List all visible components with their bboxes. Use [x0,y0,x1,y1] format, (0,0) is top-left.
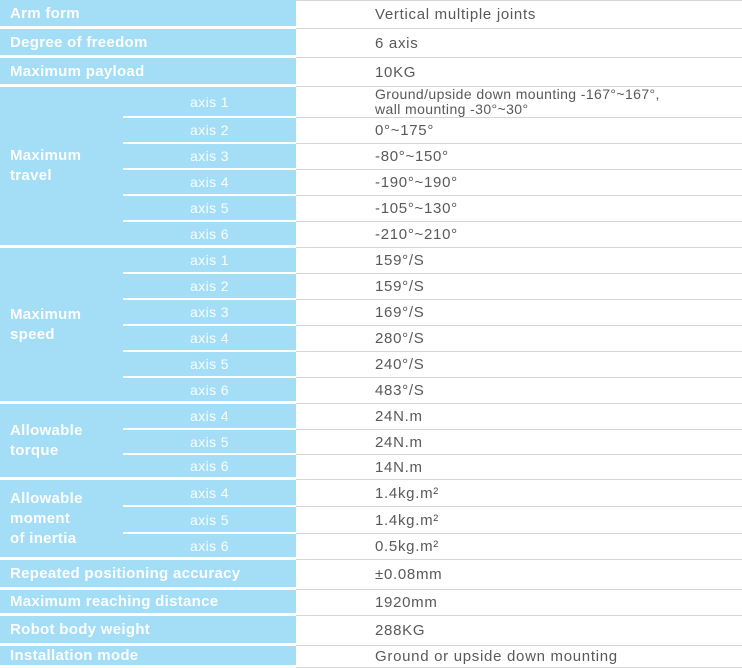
axis-label: axis 4 [123,480,297,507]
row-value: 1.4kg.m² [296,480,742,507]
spec-row-maximum-payload: Maximum payload 10KG [0,58,742,87]
spec-row-torque-axis6: axis 6 14N.m [0,455,742,480]
row-value: Ground or upside down mounting [296,646,742,668]
row-value: 159°/S [296,248,742,274]
row-value: 159°/S [296,274,742,300]
spec-row-inertia-axis4: Allowable moment of inertia axis 4 1.4kg… [0,480,742,560]
row-label: Installation mode [0,646,297,668]
row-value: -80°~150° [296,144,742,170]
row-label: Maximum payload [0,58,297,87]
row-value: 1.4kg.m² [296,507,742,534]
row-value: 240°/S [296,352,742,378]
group-label-allowable-moment-of-inertia: Allowable moment of inertia [0,480,123,560]
axis-label: axis 6 [123,455,297,480]
axis-label: axis 5 [123,352,297,378]
group-label-maximum-travel: Maximum travel [0,87,123,248]
axis-label: axis 6 [123,534,297,560]
spec-row-speed-axis6: axis 6 483°/S [0,378,742,404]
spec-row-torque-axis4: Allowable torque axis 4 24N.m [0,404,742,480]
row-value: 10KG [296,58,742,87]
spec-row-travel-axis5: axis 5 -105°~130° [0,196,742,222]
row-label: Robot body weight [0,616,297,646]
spec-row-inertia-axis5: axis 5 1.4kg.m² [0,507,742,534]
spec-row-torque-axis5: axis 5 24N.m [0,430,742,455]
spec-row-installation-mode: Installation mode Ground or upside down … [0,646,742,668]
row-label: Repeated positioning accuracy [0,560,297,590]
axis-label: axis 6 [123,378,297,404]
spec-row-travel-axis2: axis 2 0°~175° [0,118,742,144]
axis-label: axis 5 [123,196,297,222]
spec-row-travel-axis3: axis 3 -80°~150° [0,144,742,170]
row-value: ±0.08mm [296,560,742,590]
row-value: 288KG [296,616,742,646]
row-label: Arm form [0,0,297,29]
axis-label: axis 4 [123,404,297,430]
row-value: 0°~175° [296,118,742,144]
row-value: 24N.m [296,404,742,430]
group-label-allowable-torque: Allowable torque [0,404,123,480]
spec-row-travel-axis1: Maximum travel axis 1 Ground/upside down… [0,87,742,248]
row-value: 1920mm [296,590,742,616]
group-label-maximum-speed: Maximum speed [0,248,123,404]
axis-label: axis 4 [123,170,297,196]
row-value: 280°/S [296,326,742,352]
axis-label: axis 6 [123,222,297,248]
spec-row-repeated-positioning-accuracy: Repeated positioning accuracy ±0.08mm [0,560,742,590]
row-value: Vertical multiple joints [296,0,742,29]
axis-label: axis 5 [123,430,297,455]
row-value: 24N.m [296,430,742,455]
spec-row-speed-axis4: axis 4 280°/S [0,326,742,352]
spec-row-travel-axis6: axis 6 -210°~210° [0,222,742,248]
axis-label: axis 1 [123,87,297,118]
axis-label: axis 5 [123,507,297,534]
spec-row-speed-axis3: axis 3 169°/S [0,300,742,326]
spec-row-speed-axis5: axis 5 240°/S [0,352,742,378]
row-value: 483°/S [296,378,742,404]
spec-row-maximum-reaching-distance: Maximum reaching distance 1920mm [0,590,742,616]
row-value: 14N.m [296,455,742,480]
spec-row-speed-axis2: axis 2 159°/S [0,274,742,300]
row-value: -190°~190° [296,170,742,196]
row-label: Degree of freedom [0,29,297,58]
row-value: Ground/upside down mounting -167°~167°, … [296,87,742,118]
row-value: 0.5kg.m² [296,534,742,560]
row-value: -210°~210° [296,222,742,248]
spec-row-robot-body-weight: Robot body weight 288KG [0,616,742,646]
row-value: -105°~130° [296,196,742,222]
axis-label: axis 2 [123,274,297,300]
axis-label: axis 3 [123,144,297,170]
axis-label: axis 3 [123,300,297,326]
spec-row-arm-form: Arm form Vertical multiple joints [0,0,742,29]
row-value: 6 axis [296,29,742,58]
spec-row-speed-axis1: Maximum speed axis 1 159°/S [0,248,742,404]
spec-row-inertia-axis6: axis 6 0.5kg.m² [0,534,742,560]
spec-row-travel-axis4: axis 4 -190°~190° [0,170,742,196]
spec-row-degree-of-freedom: Degree of freedom 6 axis [0,29,742,58]
row-value: 169°/S [296,300,742,326]
row-label: Maximum reaching distance [0,590,297,616]
axis-label: axis 1 [123,248,297,274]
axis-label: axis 4 [123,326,297,352]
axis-label: axis 2 [123,118,297,144]
